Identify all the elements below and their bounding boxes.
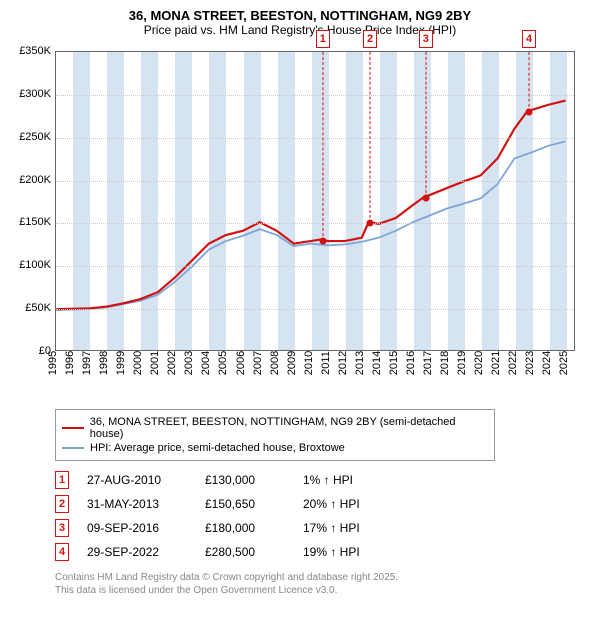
legend-swatch-1	[62, 427, 84, 429]
y-tick-label: £100K	[12, 259, 55, 271]
x-tick-label: 2019	[456, 348, 468, 378]
x-tick-label: 2001	[149, 348, 161, 378]
y-tick-label: £250K	[12, 131, 55, 143]
x-tick-label: 2020	[473, 348, 485, 378]
chart-wrap: 1995199619971998199920002001200220032004…	[12, 41, 588, 401]
footer-text: Contains HM Land Registry data © Crown c…	[55, 571, 588, 597]
sales-index-box: 2	[55, 495, 69, 513]
sale-marker-dot	[422, 194, 429, 201]
x-tick-label: 2000	[132, 348, 144, 378]
chart-title: 36, MONA STREET, BEESTON, NOTTINGHAM, NG…	[12, 8, 588, 23]
gridline	[56, 95, 574, 96]
sale-marker-label: 2	[363, 30, 377, 48]
y-tick-label: £200K	[12, 174, 55, 186]
x-tick-label: 2006	[235, 348, 247, 378]
sales-hpi: 20% ↑ HPI	[303, 497, 413, 511]
y-tick-label: £150K	[12, 216, 55, 228]
x-tick-label: 2025	[558, 348, 570, 378]
legend-label-1: 36, MONA STREET, BEESTON, NOTTINGHAM, NG…	[90, 416, 488, 440]
sales-row: 2 31-MAY-2013 £150,650 20% ↑ HPI	[55, 495, 588, 513]
sale-marker-label: 4	[522, 30, 536, 48]
x-tick-label: 2004	[200, 348, 212, 378]
x-tick-label: 1998	[98, 348, 110, 378]
chart-container: 36, MONA STREET, BEESTON, NOTTINGHAM, NG…	[0, 0, 600, 605]
sales-price: £280,500	[205, 545, 285, 559]
sale-marker-line	[425, 52, 426, 198]
chart-subtitle: Price paid vs. HM Land Registry's House …	[12, 23, 588, 37]
y-tick-label: £0	[12, 345, 55, 357]
sale-marker-label: 1	[316, 30, 330, 48]
sale-marker-label: 3	[419, 30, 433, 48]
legend-label-2: HPI: Average price, semi-detached house,…	[90, 442, 345, 454]
y-tick-label: £300K	[12, 88, 55, 100]
x-tick-label: 2010	[303, 348, 315, 378]
gridline	[56, 309, 574, 310]
sale-marker-line	[529, 52, 530, 112]
footer-line-2: This data is licensed under the Open Gov…	[55, 584, 588, 597]
x-tick-label: 2002	[166, 348, 178, 378]
x-tick-label: 2015	[388, 348, 400, 378]
footer-line-1: Contains HM Land Registry data © Crown c…	[55, 571, 588, 584]
sales-price: £180,000	[205, 521, 285, 535]
legend-row-1: 36, MONA STREET, BEESTON, NOTTINGHAM, NG…	[62, 416, 488, 440]
sales-hpi: 17% ↑ HPI	[303, 521, 413, 535]
x-tick-label: 2017	[422, 348, 434, 378]
sales-date: 09-SEP-2016	[87, 521, 187, 535]
sales-table: 1 27-AUG-2010 £130,000 1% ↑ HPI 2 31-MAY-2013…	[55, 471, 588, 561]
x-tick-label: 2003	[183, 348, 195, 378]
sales-price: £130,000	[205, 473, 285, 487]
sales-date: 29-SEP-2022	[87, 545, 187, 559]
sale-marker-line	[322, 52, 323, 241]
gridline	[56, 138, 574, 139]
gridline	[56, 181, 574, 182]
sale-marker-dot	[367, 219, 374, 226]
sales-date: 27-AUG-2010	[87, 473, 187, 487]
gridline	[56, 223, 574, 224]
x-tick-label: 1996	[64, 348, 76, 378]
legend-row-2: HPI: Average price, semi-detached house,…	[62, 442, 488, 454]
line-chart-svg	[56, 52, 574, 350]
sales-row: 4 29-SEP-2022 £280,500 19% ↑ HPI	[55, 543, 588, 561]
x-tick-label: 2016	[405, 348, 417, 378]
sales-index-box: 1	[55, 471, 69, 489]
plot-area: 1995199619971998199920002001200220032004…	[55, 51, 575, 351]
x-tick-label: 2018	[439, 348, 451, 378]
y-tick-label: £50K	[12, 302, 55, 314]
x-tick-label: 2005	[217, 348, 229, 378]
sale-marker-dot	[526, 108, 533, 115]
legend-swatch-2	[62, 447, 84, 449]
sales-index-box: 3	[55, 519, 69, 537]
sales-price: £150,650	[205, 497, 285, 511]
sale-marker-dot	[319, 237, 326, 244]
x-tick-label: 2012	[337, 348, 349, 378]
x-tick-label: 2021	[490, 348, 502, 378]
sale-marker-line	[370, 52, 371, 223]
x-tick-label: 2023	[524, 348, 536, 378]
x-tick-label: 2011	[320, 348, 332, 378]
x-tick-label: 1999	[115, 348, 127, 378]
y-tick-label: £350K	[12, 45, 55, 57]
x-tick-label: 2008	[269, 348, 281, 378]
x-tick-label: 2007	[252, 348, 264, 378]
sales-hpi: 19% ↑ HPI	[303, 545, 413, 559]
x-tick-label: 2022	[507, 348, 519, 378]
x-tick-label: 2009	[286, 348, 298, 378]
sales-date: 31-MAY-2013	[87, 497, 187, 511]
legend: 36, MONA STREET, BEESTON, NOTTINGHAM, NG…	[55, 409, 495, 461]
series-line	[56, 101, 566, 310]
x-tick-label: 2024	[541, 348, 553, 378]
x-tick-label: 1997	[81, 348, 93, 378]
gridline	[56, 266, 574, 267]
sales-row: 3 09-SEP-2016 £180,000 17% ↑ HPI	[55, 519, 588, 537]
x-tick-label: 2013	[354, 348, 366, 378]
x-tick-label: 2014	[371, 348, 383, 378]
sales-row: 1 27-AUG-2010 £130,000 1% ↑ HPI	[55, 471, 588, 489]
sales-index-box: 4	[55, 543, 69, 561]
sales-hpi: 1% ↑ HPI	[303, 473, 413, 487]
